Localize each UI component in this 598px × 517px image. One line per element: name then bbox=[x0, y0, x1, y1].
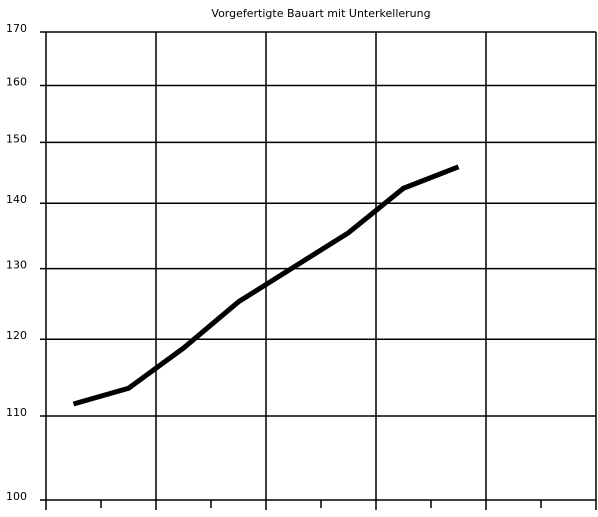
y-tick-label: 150 bbox=[6, 132, 27, 145]
y-tick-label: 130 bbox=[6, 259, 27, 272]
y-tick-label: 170 bbox=[6, 22, 27, 35]
y-tick-label: 160 bbox=[6, 75, 27, 88]
chart-title: Vorgefertigte Bauart mit Unterkellerung bbox=[211, 7, 430, 20]
data-line bbox=[72, 164, 460, 407]
y-tick-label: 100 bbox=[6, 490, 27, 503]
y-tick-label: 120 bbox=[6, 329, 27, 342]
y-tick-label: 110 bbox=[6, 406, 27, 419]
y-tick-label: 140 bbox=[6, 193, 27, 206]
